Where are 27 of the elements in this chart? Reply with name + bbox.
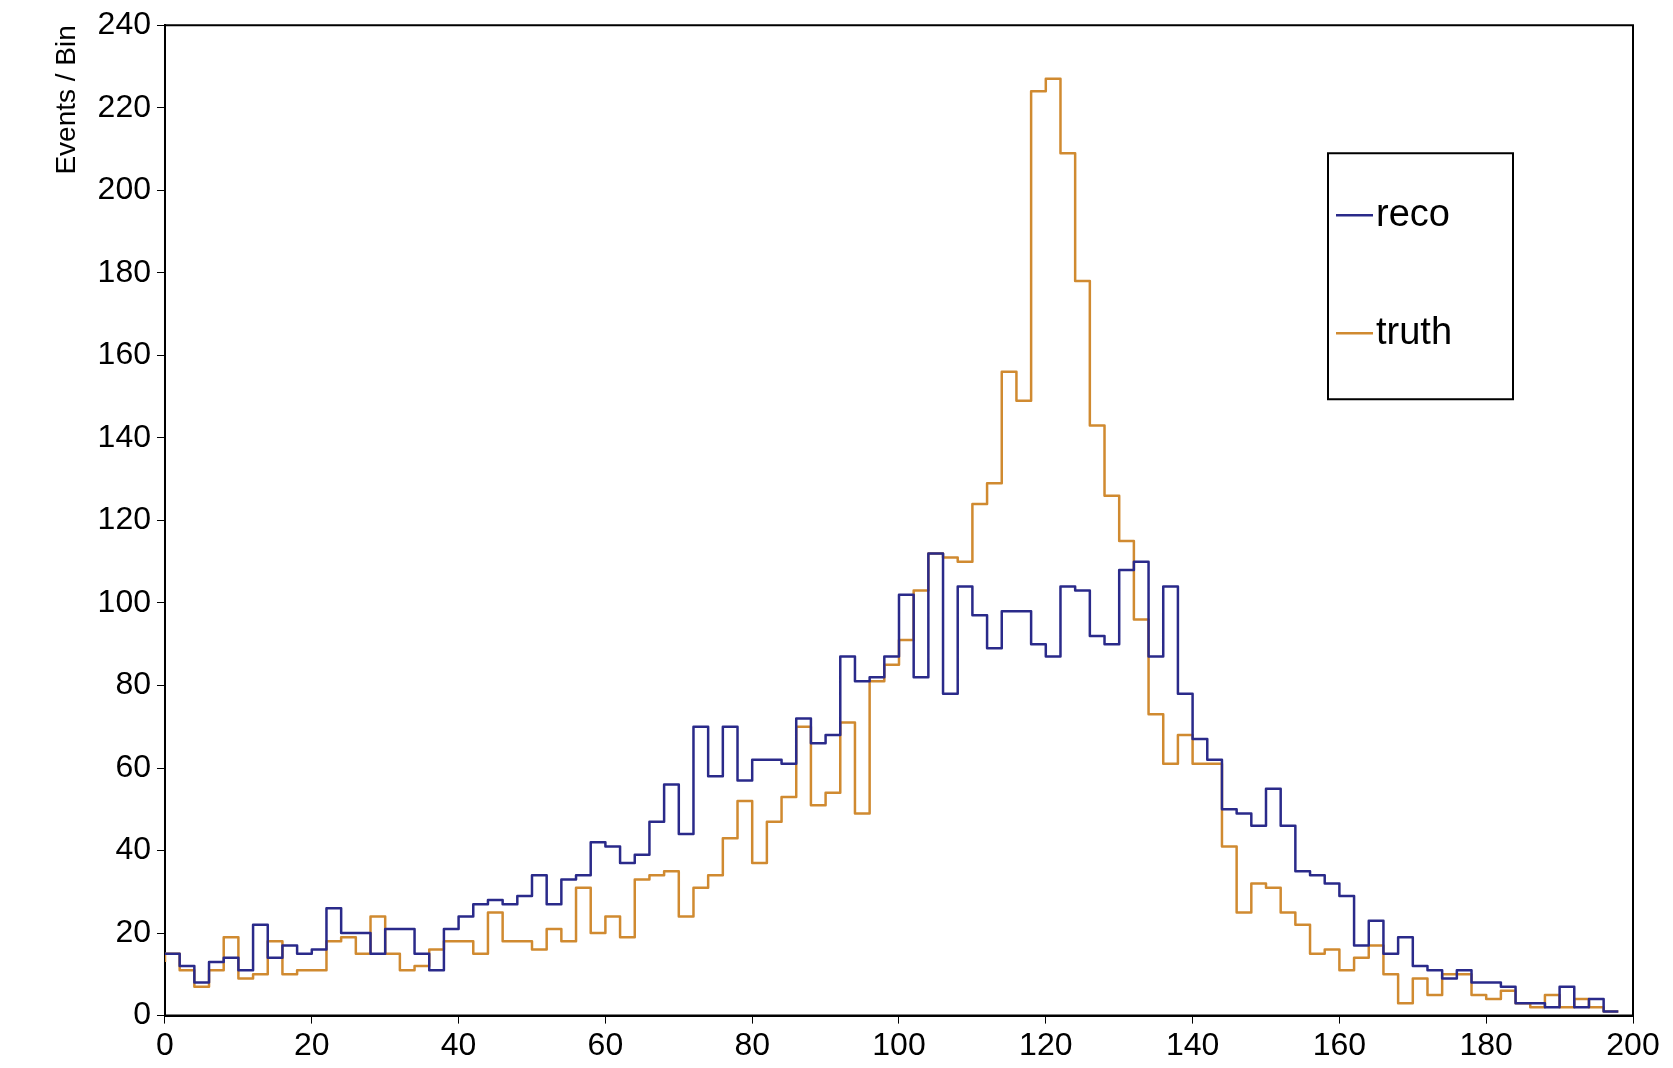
x-tick-label: 60 bbox=[587, 1025, 624, 1062]
y-tick-label: 0 bbox=[133, 995, 151, 1032]
y-tick-label: 180 bbox=[97, 252, 151, 289]
legend-label: reco bbox=[1376, 191, 1450, 234]
x-tick-label: 120 bbox=[1019, 1025, 1073, 1062]
y-tick-label: 140 bbox=[97, 417, 151, 454]
y-tick-label: 80 bbox=[115, 665, 151, 702]
x-tick-label: 160 bbox=[1312, 1025, 1367, 1062]
y-tick-label: 40 bbox=[115, 830, 151, 867]
y-tick-label: 240 bbox=[97, 5, 151, 42]
x-tick-label: 40 bbox=[440, 1025, 477, 1062]
y-tick-label: 20 bbox=[115, 912, 151, 949]
x-tick-label: 200 bbox=[1606, 1025, 1660, 1062]
y-axis-title: Events / Bin bbox=[49, 25, 81, 175]
x-tick-label: 180 bbox=[1459, 1025, 1513, 1062]
x-tick-label: 80 bbox=[734, 1025, 770, 1062]
y-tick-label: 200 bbox=[97, 170, 151, 207]
x-tick-label: 0 bbox=[156, 1025, 174, 1062]
x-tick-label: 140 bbox=[1165, 1025, 1220, 1062]
x-tick-label: 100 bbox=[872, 1025, 926, 1062]
y-tick-label: 60 bbox=[115, 747, 151, 784]
y-tick-label: 100 bbox=[97, 582, 151, 619]
y-tick-label: 120 bbox=[97, 500, 151, 537]
y-tick-label: 160 bbox=[97, 335, 151, 372]
y-tick-label: 220 bbox=[97, 87, 151, 124]
legend-label: truth bbox=[1376, 309, 1453, 352]
x-tick-label: 20 bbox=[293, 1025, 330, 1062]
